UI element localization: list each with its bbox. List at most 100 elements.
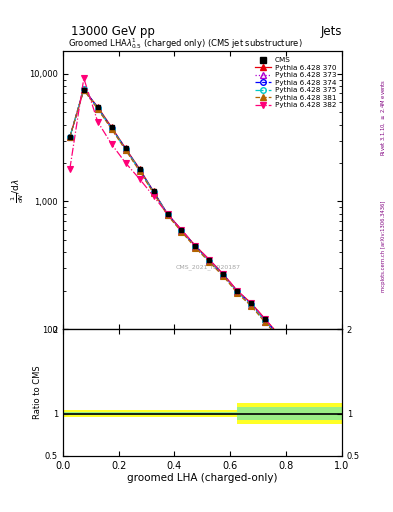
Y-axis label: Ratio to CMS: Ratio to CMS [33, 366, 42, 419]
Pythia 6.428 373 [123, 146, 128, 153]
Pythia 6.428 375 [123, 146, 128, 153]
Pythia 6.428 382 [81, 75, 86, 81]
Pythia 6.428 374 [179, 227, 184, 233]
Line: Pythia 6.428 370: Pythia 6.428 370 [67, 87, 338, 421]
Pythia 6.428 381 [95, 106, 100, 112]
Pythia 6.428 381 [319, 381, 323, 388]
Pythia 6.428 374 [332, 416, 337, 422]
Pythia 6.428 375 [277, 333, 281, 339]
Pythia 6.428 373 [235, 289, 240, 295]
Pythia 6.428 375 [81, 86, 86, 92]
Line: Pythia 6.428 381: Pythia 6.428 381 [67, 87, 338, 427]
Pythia 6.428 381 [81, 87, 86, 93]
Pythia 6.428 382 [123, 160, 128, 166]
Pythia 6.428 370 [277, 332, 281, 338]
Pythia 6.428 374 [277, 333, 281, 339]
Pythia 6.428 373 [95, 106, 100, 112]
Pythia 6.428 382 [291, 346, 296, 352]
Pythia 6.428 373 [249, 302, 253, 308]
Pythia 6.428 374 [319, 378, 323, 385]
Pythia 6.428 370 [68, 134, 72, 140]
Pythia 6.428 373 [68, 134, 72, 140]
Pythia 6.428 370 [95, 104, 100, 110]
Pythia 6.428 370 [123, 145, 128, 152]
Pythia 6.428 374 [249, 301, 253, 307]
Pythia 6.428 370 [263, 316, 268, 322]
Pythia 6.428 375 [179, 227, 184, 233]
Pythia 6.428 374 [95, 105, 100, 111]
Pythia 6.428 373 [81, 87, 86, 93]
Line: Pythia 6.428 382: Pythia 6.428 382 [67, 76, 338, 421]
Line: Pythia 6.428 374: Pythia 6.428 374 [67, 86, 338, 421]
Text: 13000 GeV pp: 13000 GeV pp [71, 26, 154, 38]
Pythia 6.428 375 [95, 105, 100, 112]
Pythia 6.428 375 [332, 418, 337, 424]
Text: Rivet 3.1.10, $\geq$ 2.4M events: Rivet 3.1.10, $\geq$ 2.4M events [379, 79, 387, 156]
Pythia 6.428 370 [235, 288, 240, 294]
Pythia 6.428 373 [179, 228, 184, 234]
Pythia 6.428 373 [319, 380, 323, 386]
Pythia 6.428 370 [81, 87, 86, 93]
Pythia 6.428 373 [151, 189, 156, 196]
Pythia 6.428 381 [249, 303, 253, 309]
Pythia 6.428 382 [109, 141, 114, 147]
Pythia 6.428 375 [193, 244, 198, 250]
Pythia 6.428 373 [165, 211, 170, 218]
Pythia 6.428 370 [109, 124, 114, 131]
Pythia 6.428 374 [221, 271, 226, 278]
Pythia 6.428 374 [123, 146, 128, 152]
Pythia 6.428 375 [221, 272, 226, 278]
Pythia 6.428 373 [207, 258, 212, 264]
Pythia 6.428 375 [207, 258, 212, 264]
Pythia 6.428 370 [221, 271, 226, 277]
Pythia 6.428 375 [109, 125, 114, 132]
Pythia 6.428 381 [332, 421, 337, 428]
Line: Pythia 6.428 373: Pythia 6.428 373 [67, 87, 338, 424]
Pythia 6.428 381 [291, 349, 296, 355]
Pythia 6.428 375 [319, 378, 323, 385]
Pythia 6.428 375 [249, 302, 253, 308]
Text: Jets: Jets [320, 26, 342, 38]
Pythia 6.428 382 [137, 176, 142, 182]
Pythia 6.428 375 [305, 361, 309, 368]
Pythia 6.428 382 [263, 316, 268, 322]
Pythia 6.428 373 [221, 272, 226, 278]
Pythia 6.428 382 [249, 300, 253, 306]
Pythia 6.428 373 [291, 348, 296, 354]
Pythia 6.428 382 [151, 193, 156, 199]
Pythia 6.428 370 [249, 300, 253, 306]
Pythia 6.428 375 [235, 289, 240, 295]
Pythia 6.428 375 [137, 167, 142, 173]
Pythia 6.428 381 [235, 290, 240, 296]
Pythia 6.428 370 [179, 227, 184, 233]
Legend: CMS, Pythia 6.428 370, Pythia 6.428 373, Pythia 6.428 374, Pythia 6.428 375, Pyt: CMS, Pythia 6.428 370, Pythia 6.428 373,… [253, 55, 338, 110]
Pythia 6.428 374 [305, 360, 309, 367]
Pythia 6.428 373 [109, 126, 114, 132]
Pythia 6.428 374 [109, 125, 114, 131]
Pythia 6.428 381 [123, 147, 128, 153]
Pythia 6.428 382 [68, 166, 72, 172]
Pythia 6.428 381 [165, 212, 170, 218]
Pythia 6.428 374 [165, 211, 170, 217]
Pythia 6.428 373 [332, 418, 337, 424]
Pythia 6.428 370 [151, 188, 156, 195]
Text: mcplots.cern.ch [arXiv:1306.3436]: mcplots.cern.ch [arXiv:1306.3436] [381, 200, 386, 291]
Pythia 6.428 370 [207, 257, 212, 263]
Pythia 6.428 382 [193, 243, 198, 249]
Pythia 6.428 375 [68, 134, 72, 140]
Pythia 6.428 374 [207, 258, 212, 264]
Pythia 6.428 373 [277, 333, 281, 339]
Pythia 6.428 381 [68, 134, 72, 140]
X-axis label: groomed LHA (charged-only): groomed LHA (charged-only) [127, 473, 277, 483]
Pythia 6.428 382 [319, 377, 323, 383]
Pythia 6.428 381 [277, 334, 281, 340]
Pythia 6.428 375 [165, 211, 170, 218]
Pythia 6.428 375 [263, 318, 268, 324]
Pythia 6.428 382 [95, 119, 100, 125]
Pythia 6.428 370 [291, 346, 296, 352]
Pythia 6.428 370 [332, 416, 337, 422]
Pythia 6.428 374 [151, 189, 156, 195]
Pythia 6.428 374 [68, 134, 72, 140]
Pythia 6.428 382 [332, 416, 337, 422]
Pythia 6.428 381 [221, 273, 226, 280]
